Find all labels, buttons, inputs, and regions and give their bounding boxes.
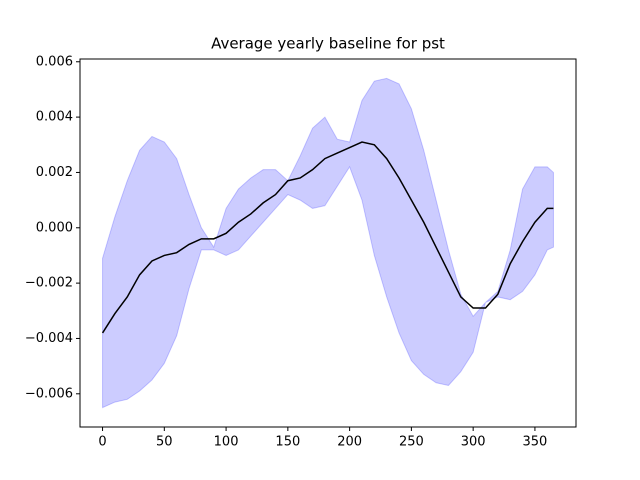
y-tick-label: 0.002: [36, 165, 73, 180]
chart-title: Average yearly baseline for pst: [211, 35, 445, 53]
x-tick-label: 250: [399, 435, 424, 450]
y-tick-label: −0.004: [25, 331, 73, 346]
band-area: [102, 77, 554, 409]
y-tick-label: −0.002: [25, 276, 73, 291]
x-tick-label: 150: [275, 435, 300, 450]
y-tick-label: 0.006: [36, 54, 73, 69]
x-tick-label: 0: [98, 435, 106, 450]
x-tick-label: 50: [156, 435, 173, 450]
y-tick-label: 0.000: [36, 220, 73, 235]
plot-frame: [79, 58, 577, 428]
x-tick-label: 200: [337, 435, 362, 450]
x-tick-label: 350: [523, 435, 548, 450]
y-tick-label: 0.004: [36, 110, 73, 125]
mean-line: [101, 141, 554, 334]
y-tick-label: −0.006: [25, 386, 73, 401]
x-tick-label: 100: [214, 435, 239, 450]
x-tick-label: 300: [461, 435, 486, 450]
